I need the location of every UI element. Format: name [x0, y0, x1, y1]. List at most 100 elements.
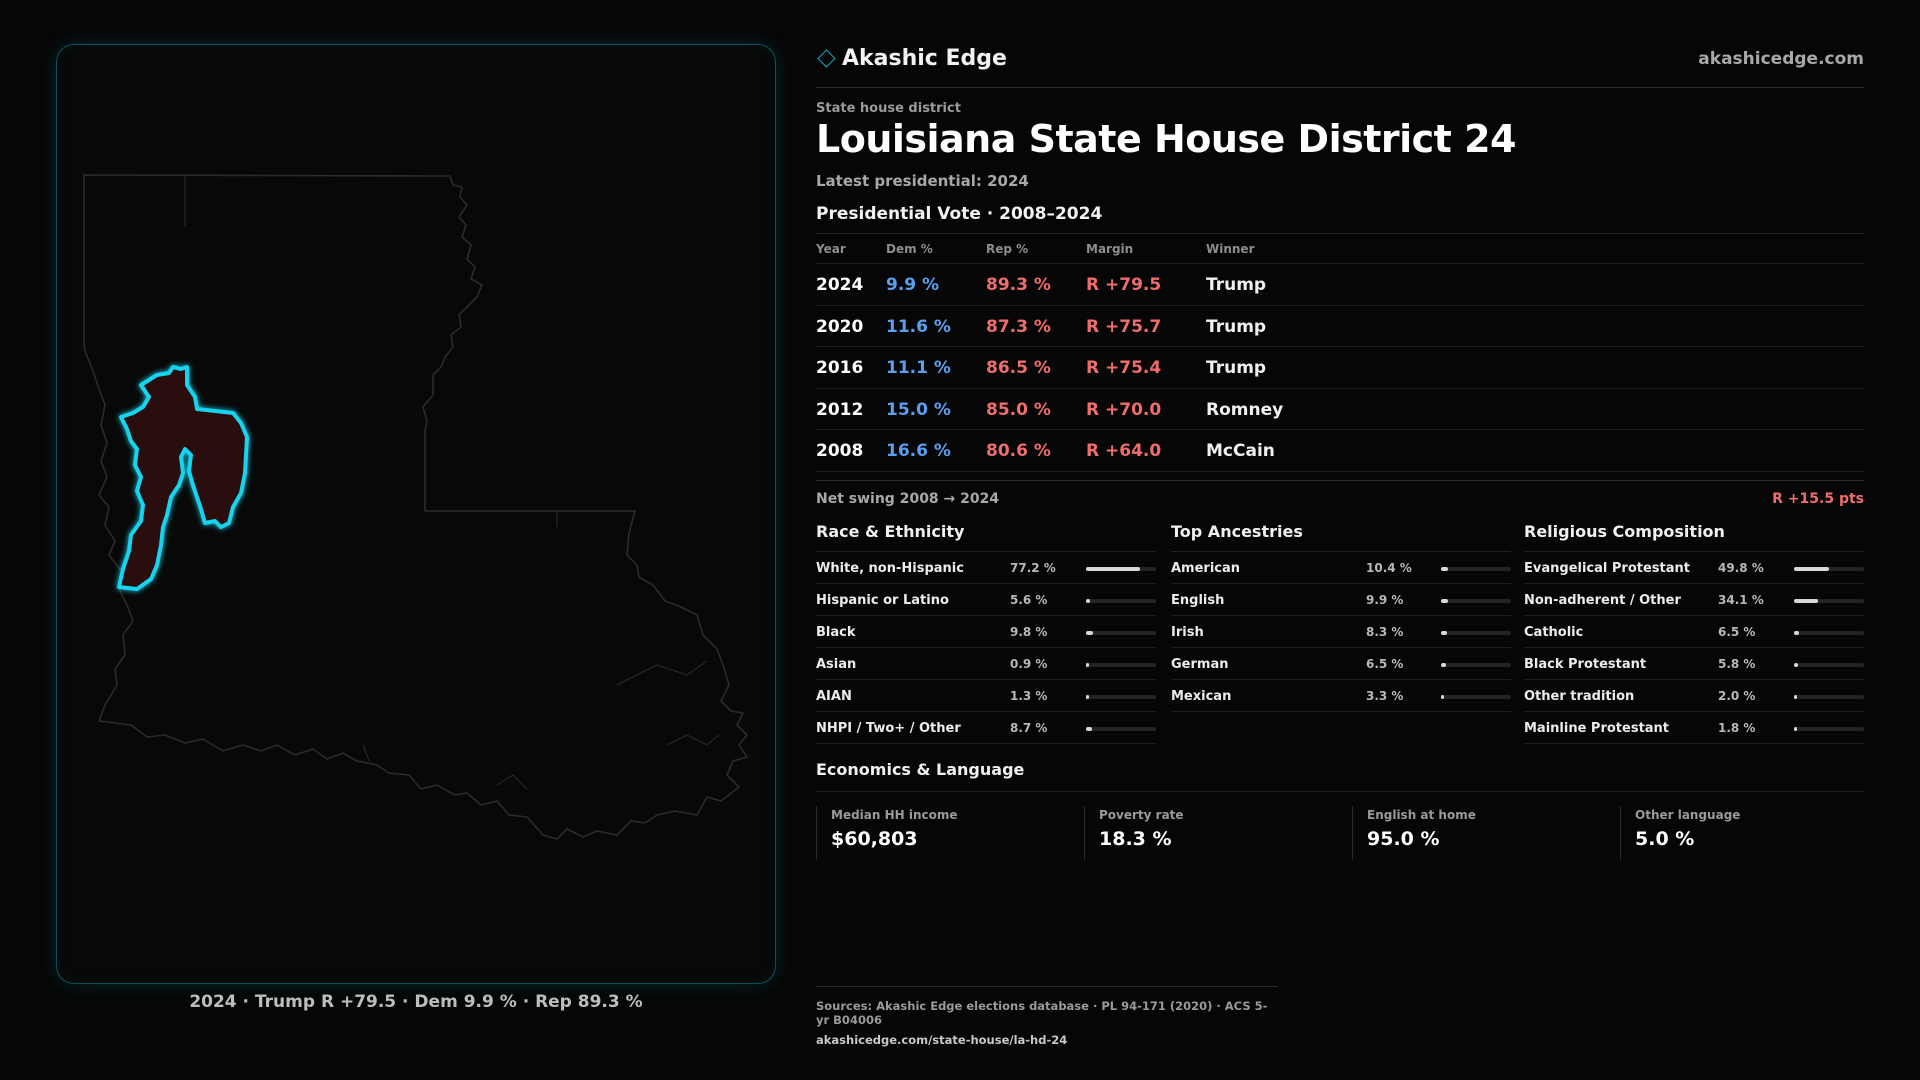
stat-label: Asian [816, 657, 857, 672]
stat-row: English 9.9 % [1171, 584, 1511, 616]
stat-bar-track [1441, 567, 1511, 571]
stat-bar-track [1086, 599, 1156, 603]
stat-bar-fill [1086, 599, 1090, 603]
race-ethnicity-section: Race & Ethnicity White, non-Hispanic 77.2… [816, 522, 1156, 744]
map-caption: 2024 · Trump R +79.5 · Dem 9.9 % · Rep 8… [189, 992, 643, 1012]
table-header: Year Dem % Rep % Margin Winner [816, 233, 1864, 264]
stat-bar-track [1441, 599, 1511, 603]
stat-row: Other tradition 2.0 % [1524, 680, 1864, 712]
stat-bar-fill [1086, 631, 1093, 635]
stat-bar-track [1794, 567, 1864, 571]
stat-value: 1.8 % [1718, 721, 1756, 735]
stat-value: 9.8 % [1010, 625, 1048, 639]
brand-url-link[interactable]: akashicedge.com [1698, 49, 1864, 69]
stat-value: 1.3 % [1010, 689, 1048, 703]
stat-label: American [1171, 561, 1241, 576]
sources-footer: Sources: Akashic Edge elections database… [816, 986, 1278, 1047]
row-rep: 87.3 % [986, 316, 1051, 337]
econ-label: Median HH income [831, 808, 958, 822]
econ-label: English at home [1367, 808, 1476, 822]
brand-name: Akashic Edge [842, 46, 1007, 71]
stat-bar-fill [1794, 727, 1797, 731]
table-row: 2016 11.1 % 86.5 % R +75.4 Trump [816, 347, 1864, 389]
stat-row: Mainline Protestant 1.8 % [1524, 712, 1864, 744]
econ-other-language: Other language 5.0 % [1620, 806, 1870, 860]
state-outline [83, 174, 748, 840]
econ-english-home: English at home 95.0 % [1352, 806, 1602, 860]
stat-row: Mexican 3.3 % [1171, 680, 1511, 712]
row-dem: 11.6 % [886, 316, 951, 337]
row-year: 2024 [816, 275, 864, 295]
stat-label: White, non-Hispanic [816, 561, 964, 576]
econ-poverty-rate: Poverty rate 18.3 % [1084, 806, 1334, 860]
row-winner: McCain [1206, 441, 1275, 461]
stat-row: AIAN 1.3 % [816, 680, 1156, 712]
stat-row: Hispanic or Latino 5.6 % [816, 584, 1156, 616]
stat-label: Irish [1171, 625, 1204, 640]
row-rep: 80.6 % [986, 441, 1051, 461]
stat-value: 10.4 % [1366, 561, 1412, 575]
stat-label: Black [816, 625, 856, 640]
econ-label: Other language [1635, 808, 1741, 822]
stat-row: Irish 8.3 % [1171, 616, 1511, 648]
stat-bar-track [1794, 631, 1864, 635]
stat-bar-fill [1441, 695, 1444, 699]
section-title: Race & Ethnicity [816, 522, 1156, 552]
stat-value: 0.9 % [1010, 657, 1048, 671]
stat-bar-track [1441, 695, 1511, 699]
row-dem: 15.0 % [886, 399, 951, 420]
row-winner: Trump [1206, 358, 1267, 378]
row-winner: Romney [1206, 399, 1284, 420]
col-dem: Dem % [886, 242, 933, 256]
stat-value: 6.5 % [1718, 625, 1756, 639]
econ-median-income: Median HH income $60,803 [816, 806, 1066, 860]
stat-bar-track [1794, 663, 1864, 667]
table-row: 2012 15.0 % 85.0 % R +70.0 Romney [816, 389, 1864, 430]
row-dem: 16.6 % [886, 441, 951, 461]
econ-value: 95.0 % [1367, 828, 1440, 850]
row-winner: Trump [1206, 275, 1267, 295]
sources-text: Sources: Akashic Edge elections database… [816, 999, 1268, 1027]
louisiana-map [83, 174, 748, 840]
row-rep: 85.0 % [986, 399, 1051, 420]
stat-bar-fill [1441, 567, 1449, 571]
row-rep: 89.3 % [986, 275, 1051, 295]
row-dem: 11.1 % [886, 358, 951, 378]
stat-row: Black 9.8 % [816, 616, 1156, 648]
row-year: 2012 [816, 399, 864, 420]
row-year: 2008 [816, 441, 864, 461]
stat-bar-track [1086, 567, 1156, 571]
stat-label: Catholic [1524, 625, 1584, 640]
econ-value: 18.3 % [1099, 828, 1172, 850]
stat-row: Black Protestant 5.8 % [1524, 648, 1864, 680]
stat-bar-fill [1441, 663, 1446, 667]
stat-bar-fill [1794, 599, 1818, 603]
table-row: 2020 11.6 % 87.3 % R +75.7 Trump [816, 306, 1864, 347]
stat-label: Evangelical Protestant [1524, 561, 1690, 576]
stat-bar-track [1086, 695, 1156, 699]
district-kicker: State house district [816, 101, 961, 116]
net-swing-value: R +15.5 pts [1772, 491, 1864, 507]
source-url-link[interactable]: akashicedge.com/state-house/la-hd-24 [816, 1033, 1068, 1047]
net-swing-label: Net swing 2008 → 2024 [816, 491, 1000, 507]
stat-label: Mainline Protestant [1524, 721, 1670, 736]
row-margin: R +79.5 [1086, 275, 1162, 295]
stat-value: 8.7 % [1010, 721, 1048, 735]
section-title: Top Ancestries [1171, 522, 1511, 552]
stat-bar-fill [1794, 695, 1797, 699]
stat-value: 8.3 % [1366, 625, 1404, 639]
economics-title: Economics & Language [816, 760, 1864, 792]
row-margin: R +70.0 [1086, 399, 1162, 420]
stat-bar-track [1441, 663, 1511, 667]
stat-value: 3.3 % [1366, 689, 1404, 703]
section-title: Religious Composition [1524, 522, 1864, 552]
stat-bar-fill [1794, 631, 1799, 635]
stat-row: American 10.4 % [1171, 552, 1511, 584]
net-swing-row: Net swing 2008 → 2024 R +15.5 pts [816, 480, 1864, 516]
col-margin: Margin [1086, 242, 1134, 256]
stat-value: 5.6 % [1010, 593, 1048, 607]
stat-bar-track [1794, 727, 1864, 731]
stat-row: Catholic 6.5 % [1524, 616, 1864, 648]
stat-label: Non-adherent / Other [1524, 593, 1681, 608]
stat-bar-fill [1794, 567, 1829, 571]
